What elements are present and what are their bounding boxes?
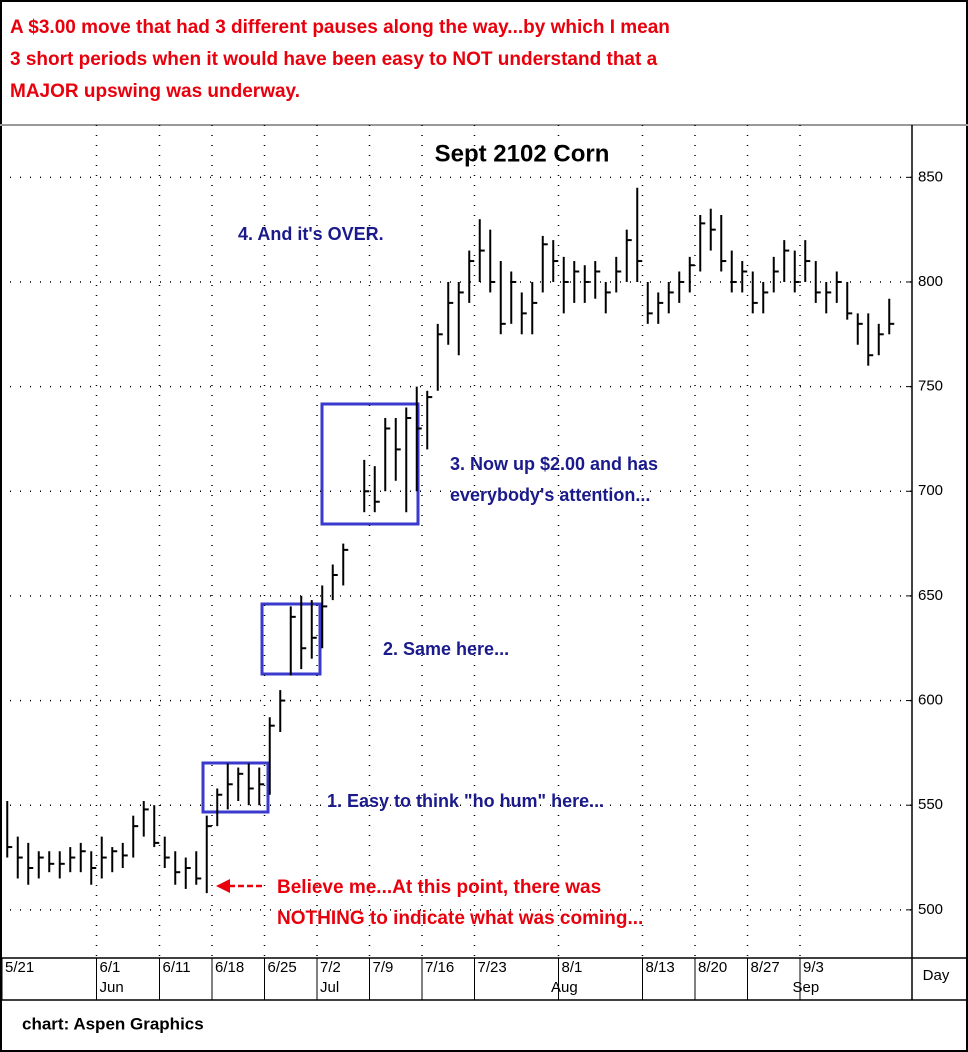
highlight-box [201,761,270,814]
y-tick-label: 800 [918,273,943,290]
y-tick-label: 600 [918,692,943,709]
x-tick-label: 6/25 [268,959,297,976]
x-tick-label: 6/11 [163,959,191,976]
header-line: MAJOR upswing was underway. [10,81,300,102]
highlight-box [320,402,420,526]
header-line: 3 short periods when it would have been … [10,49,658,70]
x-tick-label: 6/1 [100,959,121,976]
x-tick-label: 7/9 [373,959,394,976]
arrow-head [216,879,230,893]
x-tick-label: 8/1 [562,959,583,976]
y-tick-label: 550 [918,796,943,813]
annotation: Believe me...At this point, there was [277,877,601,898]
annotation: 1. Easy to think "ho hum" here... [327,791,604,811]
month-label: Jun [100,979,124,996]
x-axis-label: Day [923,967,950,984]
footer: chart: Aspen Graphics [22,1014,204,1033]
x-tick-label: 7/16 [425,959,454,976]
month-label: Jul [320,979,339,996]
month-label: Sep [793,979,820,996]
annotation: NOTHING to indicate what was coming... [277,908,643,929]
y-tick-label: 850 [918,168,943,185]
header-line: A $3.00 move that had 3 different pauses… [10,17,670,38]
x-tick-label: 9/3 [803,959,824,976]
x-tick-label: 6/18 [215,959,244,976]
chart-title: Sept 2102 Corn [435,140,610,167]
month-label: Aug [551,979,578,996]
x-tick-label: 8/20 [698,959,727,976]
annotation: 4. And it's OVER. [238,224,384,244]
x-tick-label: 7/23 [478,959,507,976]
y-tick-label: 750 [918,378,943,395]
x-tick-label: 8/13 [646,959,675,976]
x-tick-label: 7/2 [320,959,341,976]
y-tick-label: 500 [918,901,943,918]
y-tick-label: 650 [918,587,943,604]
annotation: 3. Now up $2.00 and has [450,454,658,474]
y-tick-label: 700 [918,482,943,499]
annotation: 2. Same here... [383,639,509,659]
x-tick-label: 5/21 [5,959,34,976]
annotation: everybody's attention... [450,485,650,505]
x-tick-label: 8/27 [751,959,780,976]
